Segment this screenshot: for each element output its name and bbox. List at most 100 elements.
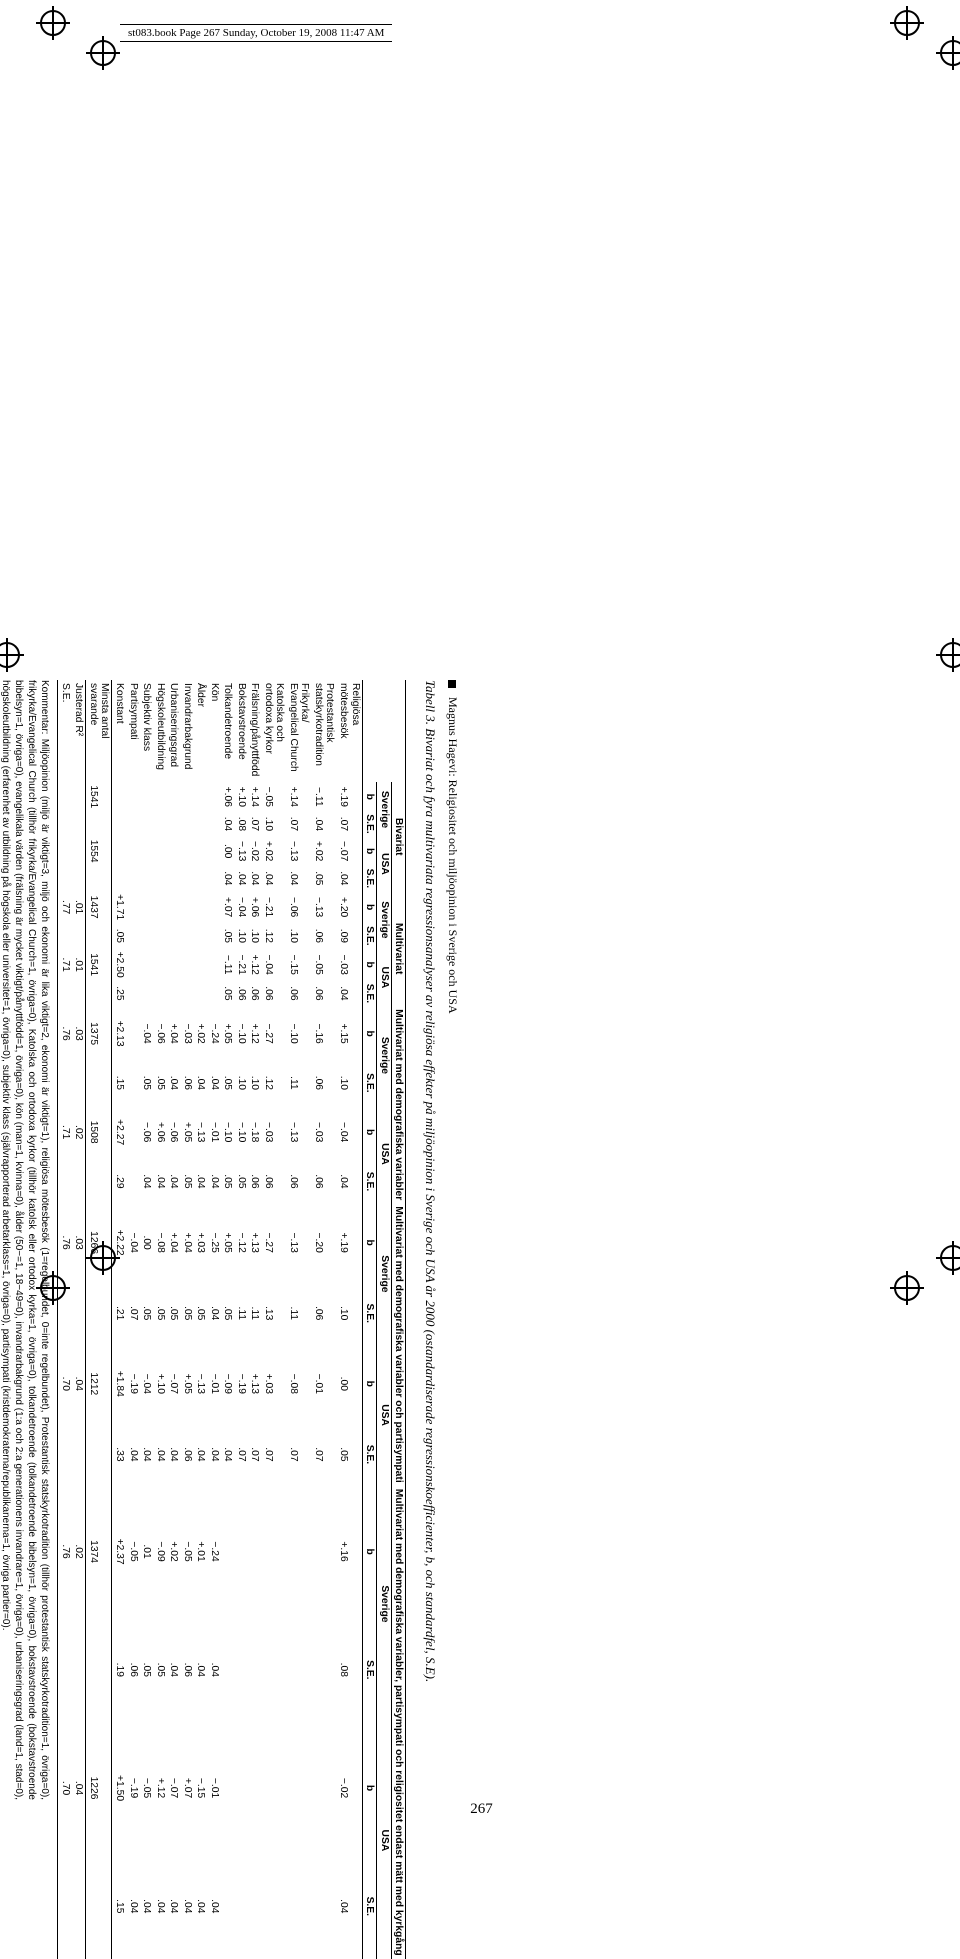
row-label: Subjektiv klass xyxy=(140,680,154,782)
cell: 1226 xyxy=(86,1722,112,1854)
row-label: Justerad R² xyxy=(72,680,86,782)
cell: +.14 xyxy=(248,782,262,811)
cell: +.05 xyxy=(180,1105,194,1160)
cell: −.02 xyxy=(337,1722,363,1854)
cell: .10 xyxy=(248,1061,262,1105)
cell: +.02 xyxy=(311,837,336,866)
cell: −.10 xyxy=(286,1006,311,1061)
cell: +.12 xyxy=(153,1722,167,1854)
cell xyxy=(58,811,72,836)
cell: .21 xyxy=(112,1282,126,1345)
cell: −.13 xyxy=(286,1105,311,1160)
head-m5: Multivariat med demografiska variabler, … xyxy=(391,1486,406,1959)
cell: .05 xyxy=(140,1061,154,1105)
row-label: Tolkandetroende xyxy=(221,680,235,782)
cell: −.04 xyxy=(337,1105,363,1160)
cell: .05 xyxy=(140,1282,154,1345)
cell xyxy=(72,1282,86,1345)
cell: −.01 xyxy=(207,1722,221,1854)
cell: .05 xyxy=(112,923,126,948)
row-label: Ålder xyxy=(194,680,208,782)
cell: −.11 xyxy=(221,949,235,981)
cell: +.19 xyxy=(337,782,363,811)
cell xyxy=(207,782,221,811)
cell: +.05 xyxy=(221,1203,235,1282)
cell xyxy=(311,1722,336,1854)
cell xyxy=(72,811,86,836)
cell xyxy=(72,1160,86,1204)
cell: .00 xyxy=(337,1344,363,1423)
row-label: Minsta antal svarande xyxy=(86,680,112,782)
cell xyxy=(194,981,208,1006)
cell: +.14 xyxy=(286,782,311,811)
cell: +.20 xyxy=(337,891,363,923)
table-caption: Tabell 3. Bivariat och fyra multivariata… xyxy=(420,680,439,1800)
cell: .77 xyxy=(58,891,72,923)
cell: .03 xyxy=(72,1006,86,1061)
cell: −.13 xyxy=(286,837,311,866)
cell: .05 xyxy=(221,1160,235,1204)
cell xyxy=(248,1617,262,1722)
cell: .06 xyxy=(261,981,286,1006)
cell: .06 xyxy=(311,1160,336,1204)
cell: .06 xyxy=(248,981,262,1006)
cell: .04 xyxy=(194,1617,208,1722)
cell: .13 xyxy=(261,1282,286,1345)
cell: 1266 xyxy=(86,1203,112,1282)
cell: .07 xyxy=(234,1423,248,1486)
cell xyxy=(86,1061,112,1105)
cell xyxy=(248,1722,262,1854)
cell: −.27 xyxy=(261,1203,286,1282)
cell xyxy=(221,1617,235,1722)
cell: +.13 xyxy=(248,1203,262,1282)
cell: .04 xyxy=(207,1061,221,1105)
cell: +2.37 xyxy=(112,1486,126,1618)
row-label: S.E. xyxy=(58,680,72,782)
cell: .04 xyxy=(194,1423,208,1486)
cell: 1212 xyxy=(86,1344,112,1423)
cell: .04 xyxy=(140,1423,154,1486)
page-number: 267 xyxy=(470,1800,493,1817)
cell: +.03 xyxy=(194,1203,208,1282)
cell: .76 xyxy=(58,1006,72,1061)
cell: .04 xyxy=(153,1854,167,1959)
cell: +.04 xyxy=(167,1203,181,1282)
cell: .04 xyxy=(337,1854,363,1959)
cell: −.06 xyxy=(153,1006,167,1061)
cell: −.07 xyxy=(167,1722,181,1854)
cell xyxy=(126,782,140,811)
cell xyxy=(72,837,86,866)
cell: +.05 xyxy=(180,1344,194,1423)
cell: .04 xyxy=(167,1160,181,1204)
cell: .71 xyxy=(58,949,72,981)
cell xyxy=(126,981,140,1006)
cell: .11 xyxy=(234,1282,248,1345)
cell: −.05 xyxy=(180,1486,194,1618)
cell: .04 xyxy=(261,866,286,891)
cell: 1508 xyxy=(86,1105,112,1160)
cell xyxy=(180,866,194,891)
cell: .11 xyxy=(286,1282,311,1345)
cell xyxy=(86,1160,112,1204)
cell: 1541 xyxy=(86,782,112,811)
cell xyxy=(221,1854,235,1959)
regression-table: Bivariat Multivariat Multivariat med dem… xyxy=(57,680,406,1959)
cell: +2.13 xyxy=(112,1006,126,1061)
row-label: Katolska och ortodoxa kyrkor xyxy=(261,680,286,782)
cell: −.06 xyxy=(286,891,311,923)
cell: −.07 xyxy=(167,1344,181,1423)
cell: .06 xyxy=(311,1282,336,1345)
cell xyxy=(180,811,194,836)
cell xyxy=(261,1617,286,1722)
cell: −.05 xyxy=(261,782,286,811)
cell: .76 xyxy=(58,1203,72,1282)
cell xyxy=(167,866,181,891)
cell: −.06 xyxy=(140,1105,154,1160)
cell: +.06 xyxy=(248,891,262,923)
cell: +.03 xyxy=(261,1344,286,1423)
cell xyxy=(126,1105,140,1160)
cell: .08 xyxy=(337,1617,363,1722)
head-m4: Multivariat med demografiska variabler o… xyxy=(391,1203,406,1485)
cell xyxy=(72,1617,86,1722)
cell: −.05 xyxy=(311,949,336,981)
